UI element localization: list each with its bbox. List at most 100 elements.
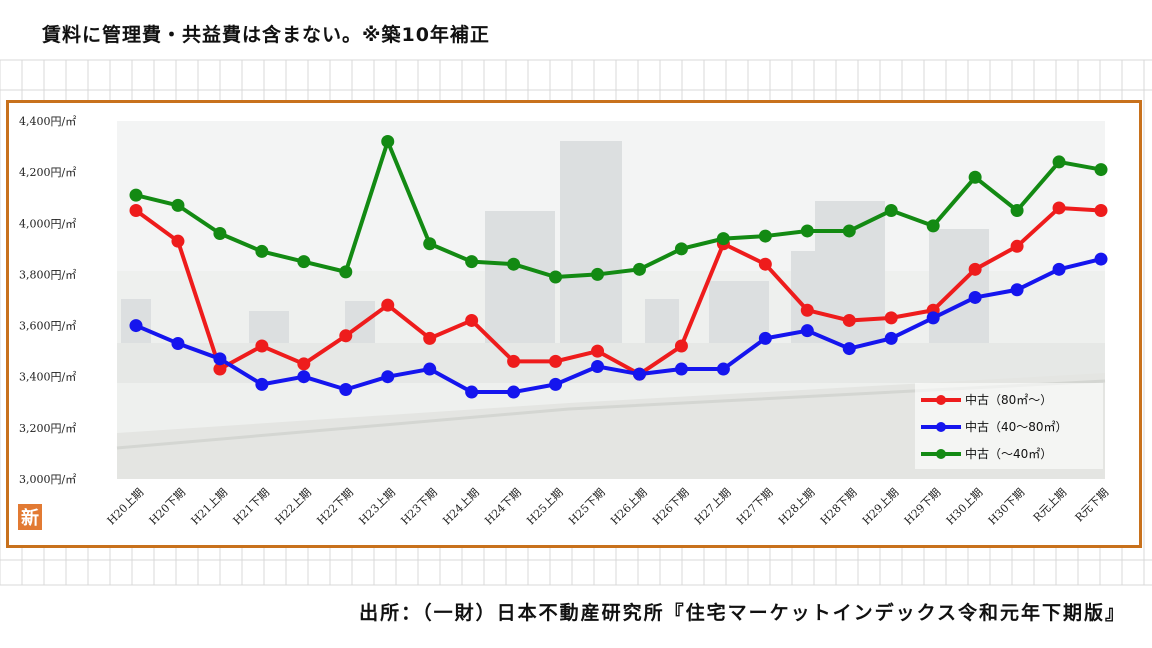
data-point bbox=[884, 311, 898, 325]
data-point bbox=[884, 204, 898, 217]
x-tick-label: H28下期 bbox=[818, 486, 859, 527]
data-point bbox=[1094, 163, 1108, 177]
chart-note: 賃料に管理費・共益費は含まない。※築10年補正 bbox=[38, 18, 494, 49]
legend-label: 中古（～40㎡） bbox=[965, 446, 1052, 461]
x-tick-label: H22上期 bbox=[273, 486, 314, 527]
source-citation: 出所：（一財）日本不動産研究所『住宅マーケットインデックス令和元年下期版』 bbox=[355, 596, 1130, 627]
y-tick-label: 3,200円/㎡ bbox=[19, 422, 76, 435]
data-point bbox=[1010, 283, 1024, 297]
x-tick-label: H21上期 bbox=[189, 486, 230, 527]
data-point bbox=[591, 359, 605, 373]
y-tick-label: 3,000円/㎡ bbox=[19, 473, 76, 486]
x-tick-label: R元下期 bbox=[1073, 486, 1111, 524]
data-point bbox=[129, 204, 143, 217]
data-point bbox=[549, 354, 563, 368]
data-point bbox=[758, 229, 772, 243]
data-point bbox=[1052, 201, 1066, 215]
data-point bbox=[632, 367, 646, 381]
data-point bbox=[758, 331, 772, 345]
data-point bbox=[171, 234, 185, 248]
data-point bbox=[716, 362, 730, 376]
series-group bbox=[129, 252, 1108, 399]
x-tick-label: H22下期 bbox=[314, 486, 355, 527]
data-point bbox=[423, 331, 437, 345]
data-point bbox=[842, 224, 856, 238]
data-point bbox=[549, 377, 563, 391]
data-point bbox=[297, 255, 311, 269]
x-tick-label: H29上期 bbox=[860, 486, 901, 527]
data-point bbox=[674, 362, 688, 376]
data-point bbox=[423, 237, 437, 251]
data-point bbox=[339, 383, 353, 396]
logo-badge: 新 bbox=[18, 504, 42, 530]
background-photo bbox=[116, 121, 1106, 479]
data-point bbox=[1052, 155, 1066, 169]
legend-label: 中古（80㎡～） bbox=[965, 392, 1052, 407]
chart-frame: 3,000円/㎡ 3,200円/㎡ 3,400円/㎡ 3,600円/㎡ 3,800円/㎡… bbox=[6, 100, 1142, 548]
legend-marker bbox=[936, 422, 946, 432]
data-point bbox=[507, 385, 521, 399]
data-point bbox=[381, 298, 395, 312]
data-point bbox=[968, 170, 982, 184]
data-point bbox=[297, 370, 311, 384]
data-point bbox=[800, 224, 814, 238]
data-point bbox=[800, 303, 814, 317]
data-point bbox=[339, 329, 353, 343]
data-point bbox=[339, 265, 353, 279]
y-tick-label: 3,800円/㎡ bbox=[19, 268, 76, 281]
data-point bbox=[255, 339, 269, 353]
data-point bbox=[465, 255, 479, 269]
data-point bbox=[507, 257, 521, 271]
data-point bbox=[674, 339, 688, 353]
y-tick-label: 3,600円/㎡ bbox=[19, 320, 76, 333]
x-tick-label: H20下期 bbox=[147, 486, 188, 527]
x-tick-label: H29下期 bbox=[902, 486, 943, 527]
x-tick-label: H24上期 bbox=[440, 486, 481, 527]
data-point bbox=[968, 262, 982, 276]
data-point bbox=[129, 319, 143, 333]
series-line bbox=[135, 257, 1102, 395]
data-point bbox=[758, 257, 772, 271]
data-point bbox=[255, 244, 269, 258]
x-tick-label: H30下期 bbox=[986, 486, 1027, 527]
x-tick-label: H26下期 bbox=[650, 486, 691, 527]
data-point bbox=[800, 324, 814, 338]
x-tick-label: H24下期 bbox=[482, 486, 523, 527]
data-point bbox=[171, 198, 185, 212]
x-tick-label: H23上期 bbox=[356, 486, 397, 527]
data-point bbox=[716, 232, 730, 246]
y-tick-label: 4,200円/㎡ bbox=[19, 166, 76, 179]
data-point bbox=[674, 242, 688, 256]
data-point bbox=[465, 313, 479, 327]
data-point bbox=[171, 336, 185, 350]
data-point bbox=[842, 313, 856, 327]
x-tick-label: H27上期 bbox=[692, 486, 733, 527]
data-point bbox=[926, 311, 940, 325]
data-point bbox=[1052, 262, 1066, 276]
series-line bbox=[134, 205, 1102, 377]
data-point bbox=[129, 188, 143, 202]
x-tick-label: H25上期 bbox=[524, 486, 565, 527]
x-tick-label: H28上期 bbox=[776, 486, 817, 527]
data-point bbox=[632, 262, 646, 276]
data-point bbox=[842, 342, 856, 356]
data-point bbox=[549, 270, 563, 284]
data-point bbox=[1010, 204, 1024, 217]
data-point bbox=[213, 227, 227, 241]
y-tick-label: 4,400円/㎡ bbox=[19, 115, 76, 128]
data-point bbox=[381, 134, 395, 148]
data-point bbox=[968, 290, 982, 304]
legend-label: 中古（40～80㎡） bbox=[965, 419, 1068, 434]
data-point bbox=[1094, 204, 1108, 217]
data-point bbox=[423, 362, 437, 376]
x-tick-label: H21下期 bbox=[231, 486, 272, 527]
series-line bbox=[135, 139, 1102, 279]
data-point bbox=[465, 385, 479, 399]
data-point bbox=[381, 370, 395, 384]
data-point bbox=[884, 331, 898, 345]
data-point bbox=[213, 352, 227, 366]
x-tick-label: R元上期 bbox=[1031, 486, 1069, 524]
data-point bbox=[926, 219, 940, 233]
data-point bbox=[591, 344, 605, 358]
legend-marker bbox=[936, 449, 946, 459]
